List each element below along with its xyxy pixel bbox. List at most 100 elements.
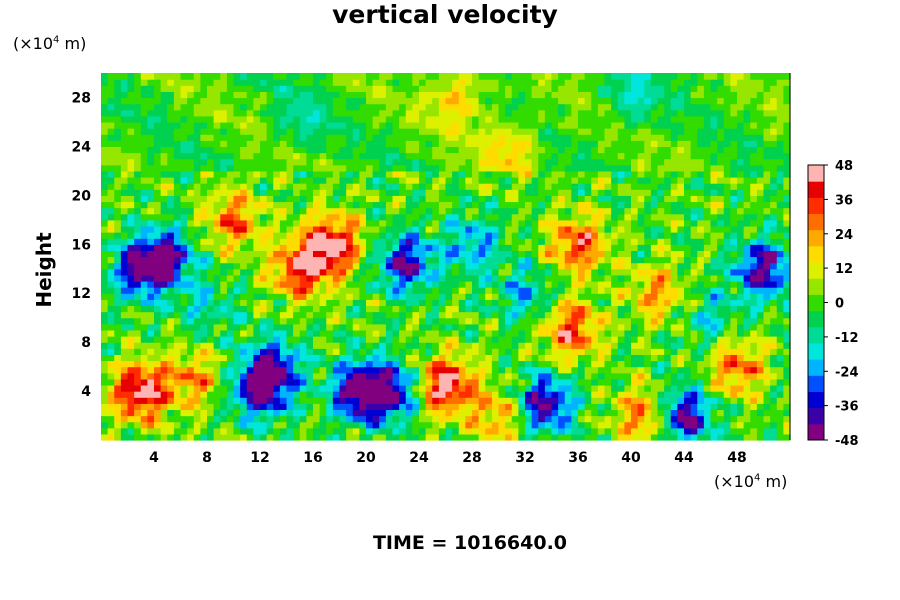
heatmap-cell	[438, 366, 447, 374]
heatmap-cell	[491, 183, 500, 190]
heatmap-cell	[240, 170, 248, 178]
heatmap-cell	[385, 244, 394, 251]
heatmap-cell	[604, 219, 612, 227]
heatmap-cell	[690, 244, 698, 251]
heatmap-cell	[644, 342, 652, 349]
heatmap-cell	[485, 207, 493, 215]
heatmap-cell	[611, 146, 619, 154]
heatmap-cell	[279, 287, 288, 294]
heatmap-cell	[246, 360, 254, 368]
heatmap-cell	[578, 146, 586, 154]
heatmap-cell	[597, 391, 606, 398]
heatmap-cell	[505, 152, 513, 160]
heatmap-cell	[525, 244, 533, 251]
heatmap-cell	[366, 225, 374, 233]
heatmap-cell	[551, 164, 559, 172]
heatmap-cell	[220, 146, 228, 154]
heatmap-cell	[140, 256, 148, 264]
heatmap-cell	[670, 403, 678, 411]
heatmap-cell	[650, 158, 659, 166]
heatmap-cell	[332, 250, 341, 258]
heatmap-cell	[617, 384, 625, 392]
heatmap-cell	[160, 391, 168, 398]
heatmap-cell	[624, 409, 632, 417]
heatmap-cell	[167, 391, 175, 398]
heatmap-cell	[737, 201, 745, 209]
heatmap-cell	[703, 323, 712, 331]
heatmap-cell	[578, 287, 586, 294]
heatmap-cell	[756, 176, 765, 184]
heatmap-cell	[419, 427, 427, 435]
heatmap-cell	[458, 317, 466, 325]
heatmap-cell	[107, 415, 115, 423]
heatmap-cell	[624, 219, 632, 227]
heatmap-cell	[140, 268, 148, 276]
heatmap-cell	[359, 317, 367, 325]
heatmap-cell	[498, 207, 506, 215]
heatmap-cell	[445, 342, 453, 349]
heatmap-cell	[657, 225, 665, 233]
heatmap-cell	[670, 158, 678, 166]
heatmap-cell	[107, 360, 115, 368]
heatmap-cell	[200, 232, 208, 239]
heatmap-cell	[485, 225, 493, 233]
heatmap-cell	[293, 415, 301, 423]
heatmap-cell	[472, 262, 480, 270]
heatmap-cell	[624, 317, 632, 325]
heatmap-cell	[319, 317, 327, 325]
heatmap-cell	[193, 189, 201, 196]
heatmap-cell	[134, 274, 142, 282]
heatmap-cell	[637, 146, 645, 154]
heatmap-cell	[266, 384, 274, 392]
heatmap-cell	[253, 391, 261, 398]
heatmap-cell	[379, 250, 387, 258]
heatmap-cell	[405, 274, 413, 282]
heatmap-cell	[604, 421, 612, 429]
heatmap-cell	[783, 225, 791, 233]
heatmap-cell	[366, 421, 374, 429]
heatmap-cell	[624, 391, 632, 398]
heatmap-cell	[518, 219, 526, 227]
heatmap-cell	[366, 158, 374, 166]
heatmap-cell	[180, 427, 188, 435]
heatmap-cell	[313, 360, 321, 368]
heatmap-cell	[631, 207, 639, 215]
heatmap-cell	[650, 311, 659, 319]
heatmap-cell	[677, 403, 685, 411]
heatmap-cell	[193, 170, 201, 178]
heatmap-cell	[127, 219, 135, 227]
heatmap-cell	[200, 195, 208, 203]
heatmap-cell	[332, 207, 341, 215]
heatmap-cell	[750, 329, 758, 337]
heatmap-cell	[359, 372, 367, 380]
heatmap-cell	[737, 323, 745, 331]
heatmap-cell	[511, 152, 519, 160]
heatmap-cell	[372, 274, 380, 282]
heatmap-cell	[101, 397, 109, 404]
heatmap-cell	[710, 287, 718, 294]
heatmap-cell	[213, 384, 221, 392]
heatmap-cell	[385, 268, 394, 276]
heatmap-cell	[717, 201, 725, 209]
heatmap-cell	[690, 152, 698, 160]
heatmap-cell	[597, 329, 606, 337]
heatmap-cell	[127, 415, 135, 423]
heatmap-cell	[379, 397, 387, 404]
heatmap-cell	[127, 238, 135, 245]
heatmap-cell	[551, 274, 559, 282]
heatmap-cell	[260, 336, 268, 343]
heatmap-cell	[372, 317, 380, 325]
heatmap-cell	[531, 366, 539, 374]
heatmap-cell	[438, 262, 447, 270]
heatmap-cell	[419, 336, 427, 343]
heatmap-cell	[511, 201, 519, 209]
heatmap-cell	[611, 299, 619, 307]
heatmap-cell	[584, 311, 592, 319]
heatmap-cell	[173, 384, 182, 392]
heatmap-cell	[624, 415, 632, 423]
heatmap-cell	[260, 403, 268, 411]
heatmap-cell	[313, 348, 321, 355]
heatmap-cell	[207, 195, 215, 203]
heatmap-cell	[147, 433, 155, 441]
heatmap-cell	[352, 293, 360, 300]
